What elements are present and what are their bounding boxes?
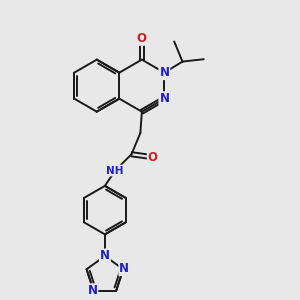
Text: O: O [137,32,147,45]
Text: N: N [100,250,110,262]
Text: O: O [148,151,158,164]
Text: N: N [87,284,98,297]
Text: N: N [119,262,129,275]
Text: N: N [159,92,170,105]
Text: N: N [159,66,170,79]
Text: NH: NH [106,166,124,176]
